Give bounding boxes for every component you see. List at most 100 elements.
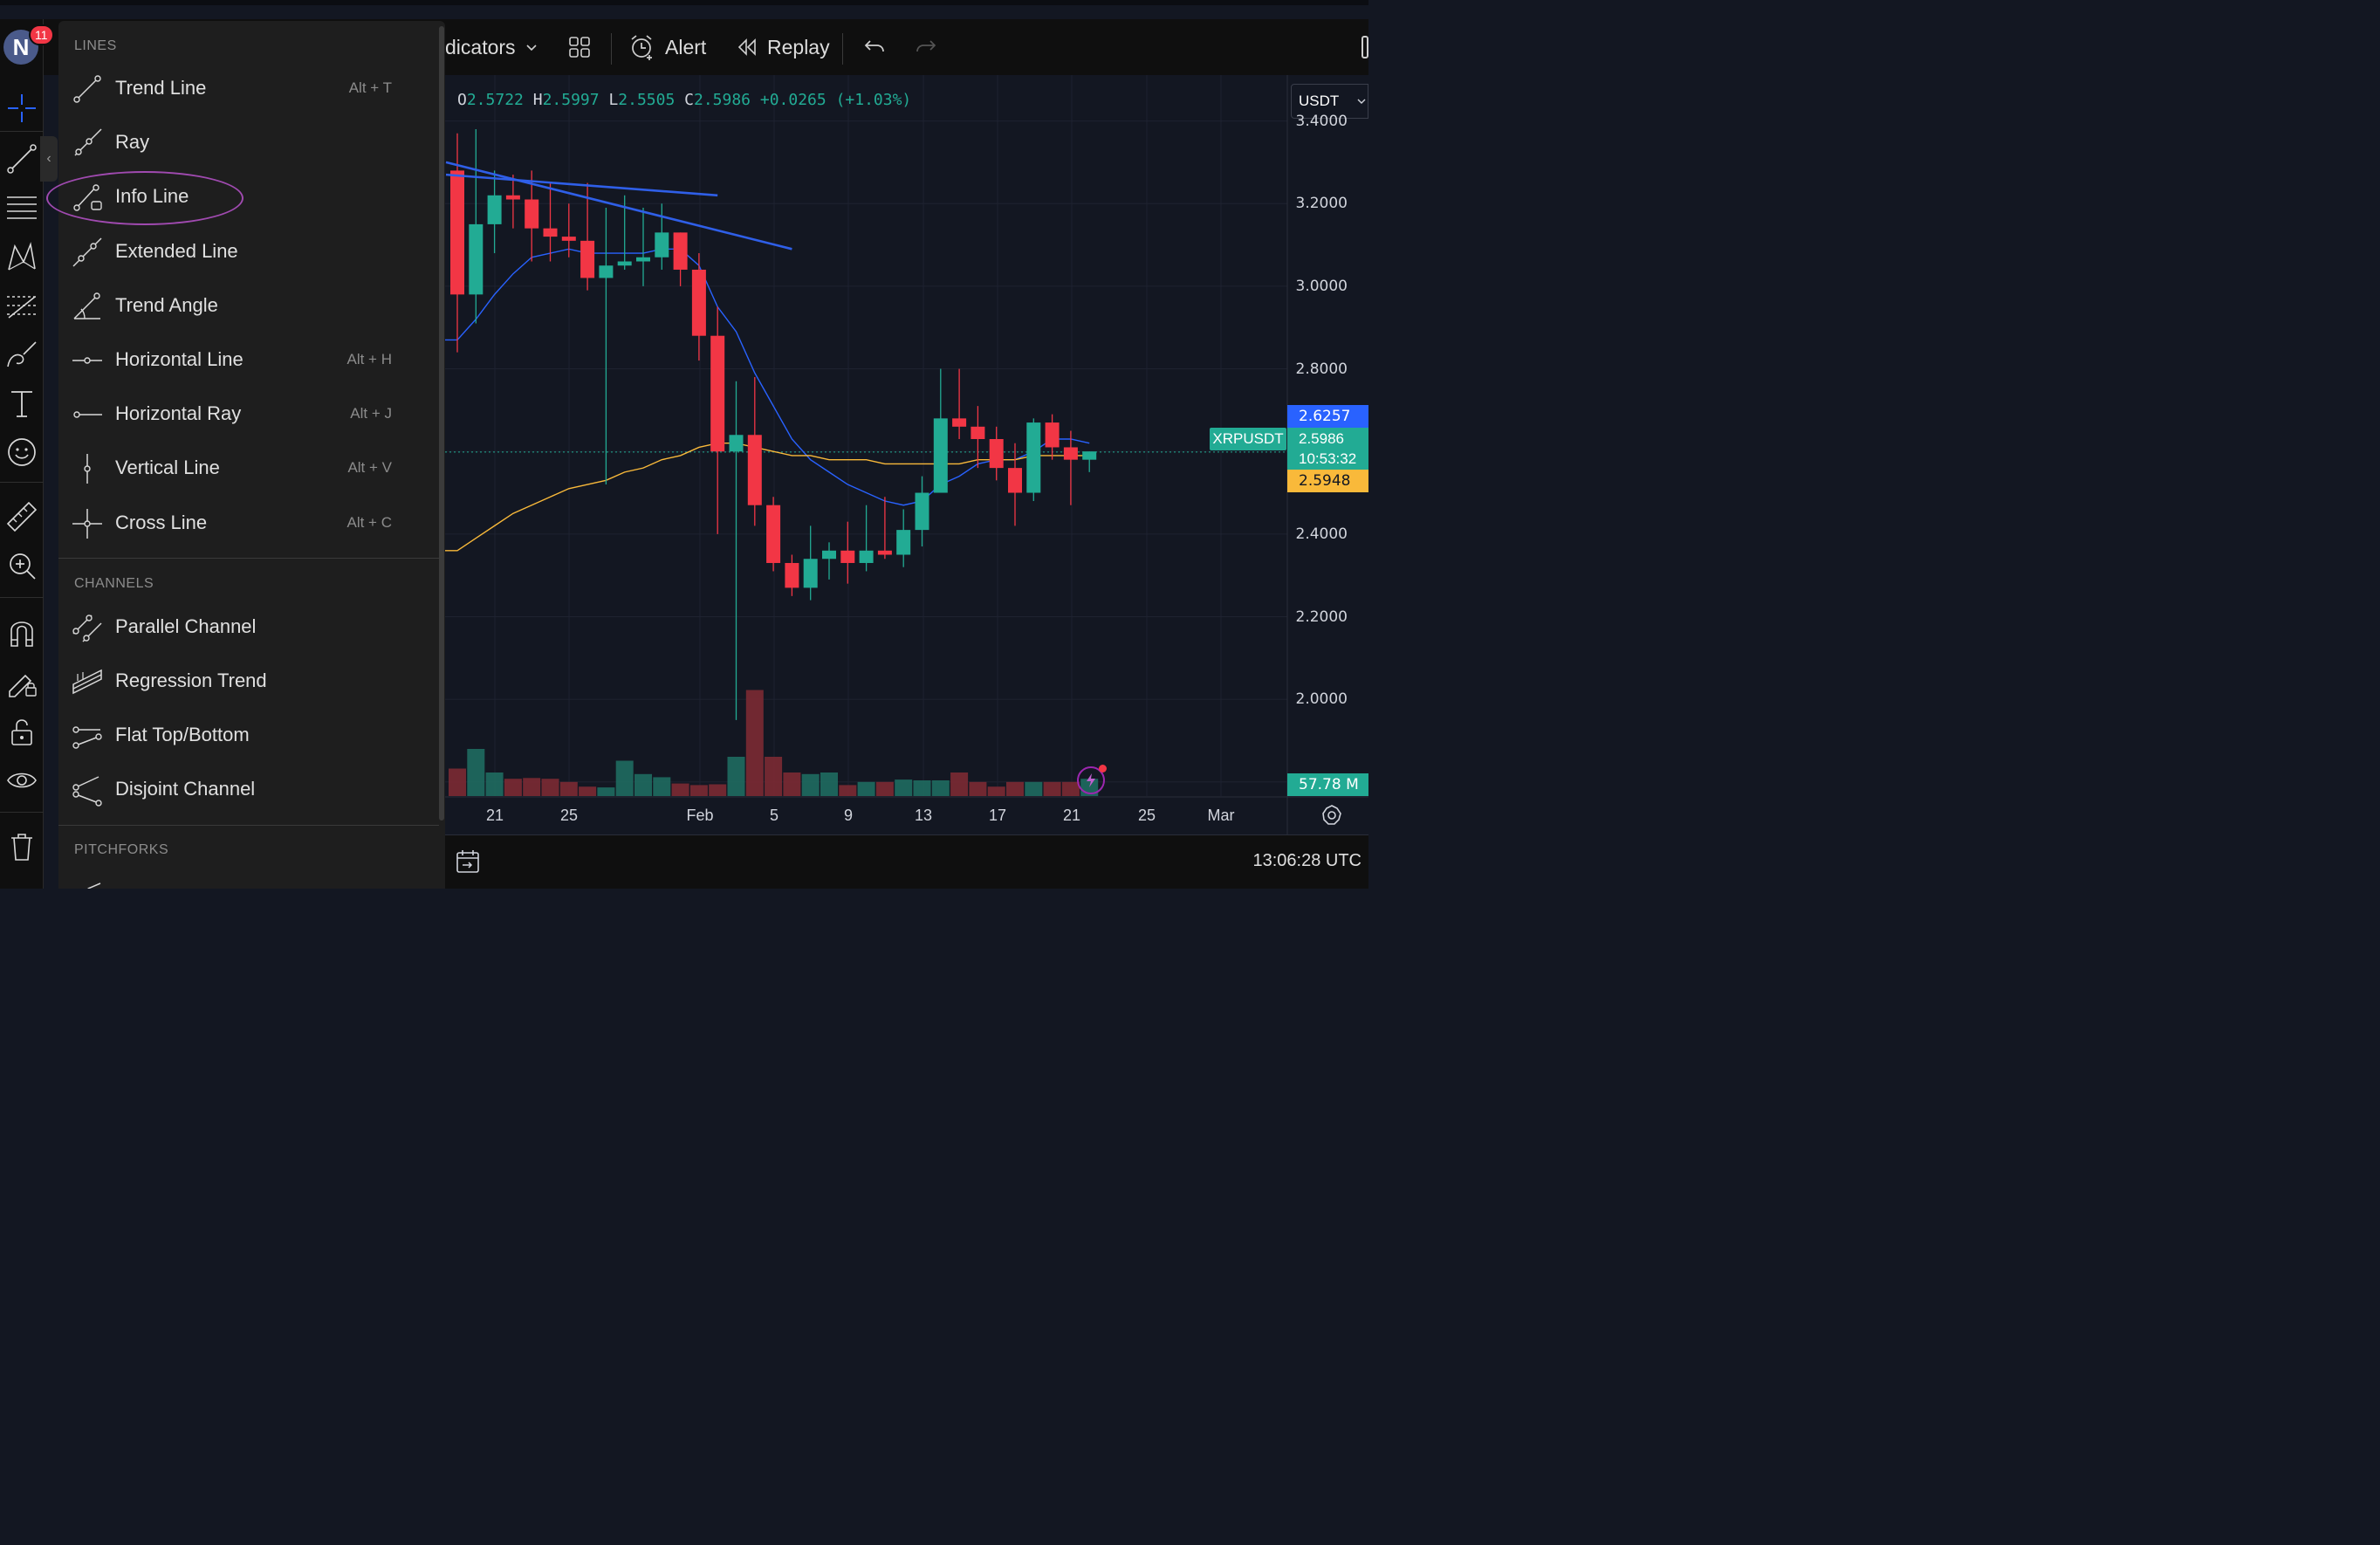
forecast-tool[interactable] <box>3 286 41 325</box>
trend-angle-icon <box>71 290 104 323</box>
crosshair-tool[interactable] <box>3 89 41 127</box>
clock-display[interactable]: 13:06:28 UTC <box>1252 851 1361 870</box>
calendar-goto-icon <box>456 850 479 873</box>
currency-select[interactable]: USDT <box>1291 84 1368 119</box>
axis-settings-button[interactable] <box>1320 803 1344 827</box>
menu-item-trend-line[interactable]: Trend Line Alt + T <box>58 64 439 113</box>
menu-item-cross-line[interactable]: Cross Line Alt + C <box>58 498 439 547</box>
menu-item-ray[interactable]: Ray <box>58 118 439 167</box>
text-tool[interactable] <box>3 384 41 422</box>
candle-body <box>785 562 799 588</box>
menu-divider <box>58 558 439 559</box>
lock-drawings-tool[interactable] <box>3 663 41 702</box>
extended-line-icon <box>71 236 104 269</box>
toolbar-separator <box>0 597 44 598</box>
undo-button[interactable] <box>862 19 887 75</box>
time-tick-label: 25 <box>559 807 579 824</box>
candle-body <box>840 550 855 563</box>
chevron-down-icon <box>1357 99 1366 104</box>
redo-button[interactable] <box>914 19 938 75</box>
price-tick-label: 2.8000 <box>1295 360 1348 378</box>
candle-body <box>747 435 762 505</box>
alert-lightning-button[interactable] <box>1077 765 1107 794</box>
price-tick-label: 3.2000 <box>1295 195 1348 213</box>
menu-divider <box>58 825 439 826</box>
menu-item-horizontal-ray[interactable]: Horizontal Ray Alt + J <box>58 389 439 438</box>
lightning-icon <box>1087 773 1095 787</box>
toolbar-separator <box>0 131 44 132</box>
candle-body <box>580 240 595 278</box>
shortcut-hint: Alt + C <box>346 513 393 531</box>
indicators-button[interactable]: dicators <box>445 19 538 75</box>
volume-bar <box>765 757 783 796</box>
candle-body <box>859 550 874 563</box>
volume-bar <box>727 757 745 796</box>
zoom-in-icon <box>10 553 36 580</box>
open-value: 2.5722 <box>466 91 524 109</box>
fullscreen-button[interactable] <box>1361 19 1368 75</box>
volume-bar <box>709 784 727 796</box>
volume-bar <box>913 780 931 796</box>
change-value: +0.0265 (+1.03%) <box>759 91 912 109</box>
candle-body <box>710 335 725 452</box>
patterns-tool[interactable] <box>3 237 41 276</box>
chart-area[interactable] <box>445 75 1368 834</box>
vertical-line-icon <box>71 452 104 485</box>
alert-dot <box>1099 765 1107 772</box>
menu-item-label: Horizontal Line <box>115 348 243 370</box>
layouts-button[interactable] <box>567 19 592 75</box>
ruler-icon <box>6 501 38 532</box>
menu-item-disjoint-channel[interactable]: Disjoint Channel <box>58 765 439 814</box>
channels-section-title: CHANNELS <box>74 576 154 591</box>
magnet-tool[interactable] <box>3 613 41 651</box>
brush-tool[interactable] <box>3 335 41 374</box>
menu-item-trend-angle[interactable]: Trend Angle <box>58 281 439 330</box>
collapse-menu-button[interactable]: ‹ <box>40 136 58 182</box>
trend-line-tool[interactable] <box>3 140 41 178</box>
candle-body <box>691 269 706 336</box>
zoom-tool[interactable] <box>3 546 41 585</box>
lock-all-tool[interactable] <box>3 712 41 751</box>
menu-item-regression-trend[interactable]: Regression Trend <box>58 656 439 705</box>
volume-bar <box>689 785 708 796</box>
menu-scrollbar[interactable] <box>439 26 444 821</box>
time-tick-label: 9 <box>843 807 853 824</box>
goto-date-button[interactable] <box>454 848 482 880</box>
remove-drawings-tool[interactable] <box>3 827 41 866</box>
menu-item-pitchfork[interactable] <box>58 864 439 889</box>
candle-body <box>599 265 614 278</box>
candle-body <box>673 232 688 270</box>
menu-item-flat-top-bottom[interactable]: Flat Top/Bottom <box>58 711 439 759</box>
candle-body <box>450 170 464 295</box>
last-price-value: 2.5986 <box>1299 430 1344 447</box>
menu-item-parallel-channel[interactable]: Parallel Channel <box>58 602 439 651</box>
pitchfork-icon <box>71 873 104 889</box>
price-chart[interactable] <box>445 75 1368 834</box>
candle-body <box>822 550 836 560</box>
candle-body <box>766 505 781 563</box>
volume-bar <box>895 779 913 796</box>
fib-tool[interactable] <box>3 189 41 227</box>
volume-bar <box>671 783 689 796</box>
menu-item-horizontal-line[interactable]: Horizontal Line Alt + H <box>58 335 439 384</box>
fib-retracement-icon <box>7 196 37 219</box>
volume-bar <box>523 778 541 796</box>
info-line-highlight-ellipse <box>46 171 243 225</box>
pitchforks-section-title: PITCHFORKS <box>74 842 169 857</box>
menu-item-vertical-line[interactable]: Vertical Line Alt + V <box>58 443 439 492</box>
volume-bar <box>950 772 969 796</box>
replay-button[interactable]: Replay <box>736 19 830 75</box>
candle-body <box>1082 451 1097 460</box>
chevron-left-icon: ‹ <box>46 151 51 166</box>
candle-body <box>877 550 892 555</box>
menu-item-label: Horizontal Ray <box>115 402 242 425</box>
measure-tool[interactable] <box>3 498 41 536</box>
volume-bar <box>653 777 671 796</box>
volume-bar <box>449 768 466 796</box>
emoji-tool[interactable] <box>3 433 41 471</box>
menu-item-extended-line[interactable]: Extended Line <box>58 227 439 276</box>
alert-button[interactable]: Alert <box>628 19 706 75</box>
candle-body <box>561 237 576 241</box>
hide-tool[interactable] <box>3 761 41 800</box>
crosshair-icon <box>8 94 36 122</box>
